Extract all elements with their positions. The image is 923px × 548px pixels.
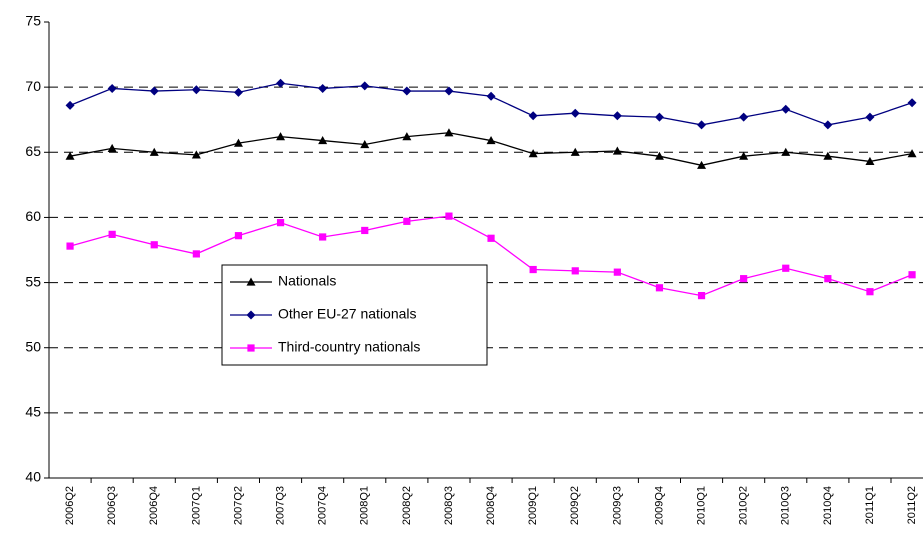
y-tick-label: 60 [25,208,41,224]
marker [107,143,117,152]
x-tick-label: 2007Q2 [232,486,244,525]
marker [149,86,159,96]
marker [486,136,496,145]
marker [528,111,538,121]
x-tick-label: 2011Q2 [906,486,918,524]
marker [571,267,579,275]
marker [654,112,664,122]
marker [444,128,454,137]
marker [66,242,74,250]
marker [318,83,328,93]
marker [65,100,75,110]
x-tick-label: 2008Q1 [359,486,371,525]
x-tick-label: 2010Q3 [780,486,792,525]
marker [402,132,412,141]
marker [866,288,874,296]
marker [697,160,707,169]
marker [319,233,327,241]
marker [192,250,200,258]
marker [740,275,748,283]
marker [233,138,243,147]
marker [907,149,917,158]
marker [360,81,370,91]
marker [907,98,917,108]
marker [739,112,749,122]
marker [781,104,791,114]
x-tick-label: 2007Q1 [190,486,202,525]
y-tick-label: 45 [25,404,41,420]
marker [149,147,159,156]
legend-label: Third-country nationals [278,339,420,355]
marker [108,230,116,238]
marker [191,85,201,95]
marker [191,150,201,159]
x-tick-label: 2006Q2 [64,486,76,525]
marker [107,83,117,93]
y-tick-label: 40 [25,469,41,485]
y-tick-label: 55 [25,273,41,289]
marker [865,156,875,166]
marker [654,151,664,160]
marker [612,146,622,155]
y-tick-label: 65 [25,143,41,159]
marker [65,151,75,160]
x-tick-label: 2010Q1 [695,486,707,525]
marker [824,275,832,283]
x-tick-label: 2006Q3 [106,486,118,525]
marker [697,120,707,130]
legend-label: Other EU-27 nationals [278,306,417,322]
marker [276,219,285,227]
x-tick-label: 2009Q2 [569,486,581,525]
marker [247,344,255,352]
marker [781,147,791,156]
marker [276,78,286,88]
x-tick-label: 2011Q1 [864,486,876,524]
marker [823,120,833,130]
marker [613,268,621,276]
marker [233,87,243,97]
marker [529,265,537,274]
marker [276,132,286,141]
marker [823,151,833,160]
x-tick-label: 2007Q3 [274,486,286,525]
marker [655,284,664,292]
marker [865,112,875,122]
legend-label: Nationals [278,273,336,289]
marker [528,149,538,158]
marker [487,234,495,242]
marker [570,147,580,156]
marker [612,111,622,121]
marker [403,217,411,225]
x-tick-label: 2009Q3 [611,486,623,525]
x-tick-label: 2008Q3 [443,486,455,525]
y-tick-label: 70 [25,78,41,94]
x-tick-label: 2009Q1 [527,486,539,525]
marker [234,232,243,240]
marker [402,86,412,96]
marker [318,136,328,145]
x-tick-label: 2007Q4 [317,486,329,525]
marker [150,241,158,249]
x-tick-label: 2006Q4 [148,486,160,525]
marker [444,86,454,96]
marker [445,212,453,220]
y-tick-label: 75 [25,13,41,29]
marker [360,139,370,149]
x-tick-label: 2010Q2 [738,486,750,525]
marker [246,310,256,320]
marker [908,271,916,279]
marker [697,292,706,300]
marker [361,226,369,235]
x-tick-label: 2009Q4 [653,486,665,525]
y-tick-label: 50 [25,338,41,354]
marker [739,151,749,160]
marker [570,108,580,118]
x-tick-label: 2010Q4 [822,486,834,525]
marker [246,277,256,286]
x-tick-label: 2008Q4 [485,486,497,525]
marker [782,264,790,272]
x-tick-label: 2008Q2 [401,486,413,525]
marker [486,91,496,101]
